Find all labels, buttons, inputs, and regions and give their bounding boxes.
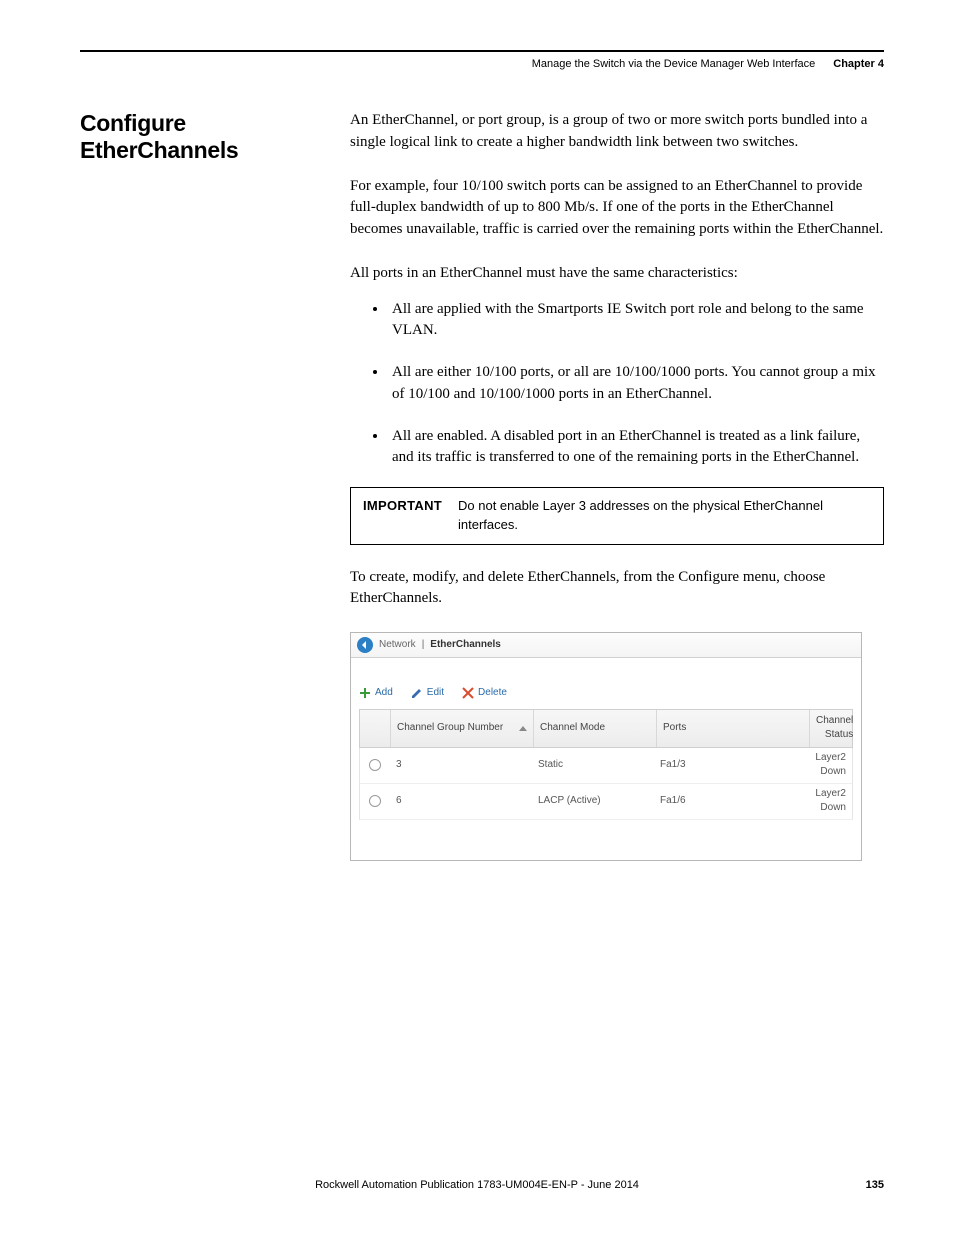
paragraph: For example, four 10/100 switch ports ca… [350, 176, 884, 241]
bullet-item: All are enabled. A disabled port in an E… [388, 426, 884, 470]
grid-header-label: Channel Status [816, 714, 853, 743]
edit-label: Edit [427, 686, 444, 701]
edit-icon [411, 687, 423, 699]
cell-mode: LACP (Active) [532, 784, 654, 819]
grid-header-select [360, 710, 391, 747]
page-header: Manage the Switch via the Device Manager… [80, 58, 884, 70]
grid-header-label: Channel Mode [540, 721, 605, 736]
delete-label: Delete [478, 686, 507, 701]
cell-mode: Static [532, 748, 654, 783]
chapter-label: Chapter 4 [833, 58, 884, 70]
delete-button[interactable]: Delete [462, 686, 507, 701]
bullet-item: All are either 10/100 ports, or all are … [388, 362, 884, 406]
important-callout: IMPORTANT Do not enable Layer 3 addresse… [350, 487, 884, 545]
table-row[interactable]: 6 LACP (Active) Fa1/6 Layer2 Down [359, 784, 853, 820]
page-number: 135 [866, 1179, 884, 1191]
toolbar: Add Edit Delete [351, 658, 861, 707]
footer-publication: Rockwell Automation Publication 1783-UM0… [0, 1179, 954, 1191]
grid-header-mode[interactable]: Channel Mode [534, 710, 657, 747]
add-icon [359, 687, 371, 699]
breadcrumb-parent[interactable]: Network [379, 638, 416, 653]
grid-header-label: Ports [663, 721, 686, 736]
add-label: Add [375, 686, 393, 701]
cell-ports: Fa1/3 [654, 748, 806, 783]
edit-button[interactable]: Edit [411, 686, 444, 701]
cell-group: 6 [390, 784, 532, 819]
important-text: Do not enable Layer 3 addresses on the p… [458, 497, 871, 535]
chapter-title: Manage the Switch via the Device Manager… [532, 58, 816, 70]
add-button[interactable]: Add [359, 686, 393, 701]
row-radio[interactable] [360, 784, 390, 819]
delete-icon [462, 687, 474, 699]
row-radio[interactable] [360, 748, 390, 783]
sort-asc-icon [519, 726, 527, 731]
table-row[interactable]: 3 Static Fa1/3 Layer2 Down [359, 748, 853, 784]
grid-header-row: Channel Group Number Channel Mode Ports … [359, 709, 853, 748]
grid-header-status[interactable]: Channel Status [810, 710, 859, 747]
grid-header-label: Channel Group Number [397, 721, 503, 736]
paragraph: To create, modify, and delete EtherChann… [350, 567, 884, 611]
paragraph: All ports in an EtherChannel must have t… [350, 263, 884, 285]
panel-header: Network | EtherChannels [351, 633, 861, 658]
cell-status: Layer2 Down [806, 784, 852, 819]
cell-ports: Fa1/6 [654, 784, 806, 819]
breadcrumb-current: EtherChannels [430, 638, 501, 653]
important-label: IMPORTANT [363, 497, 458, 535]
bullet-item: All are applied with the Smartports IE S… [388, 299, 884, 343]
grid-header-group[interactable]: Channel Group Number [391, 710, 534, 747]
bullet-list: All are applied with the Smartports IE S… [350, 299, 884, 470]
etherchannels-grid: Channel Group Number Channel Mode Ports … [359, 709, 853, 820]
cell-group: 3 [390, 748, 532, 783]
paragraph: An EtherChannel, or port group, is a gro… [350, 110, 884, 154]
grid-header-ports[interactable]: Ports [657, 710, 810, 747]
section-heading: Configure EtherChannels [80, 110, 350, 164]
etherchannels-panel: Network | EtherChannels Add [350, 632, 862, 861]
cell-status: Layer2 Down [806, 748, 852, 783]
breadcrumb-separator: | [422, 638, 425, 653]
back-icon[interactable] [357, 637, 373, 653]
